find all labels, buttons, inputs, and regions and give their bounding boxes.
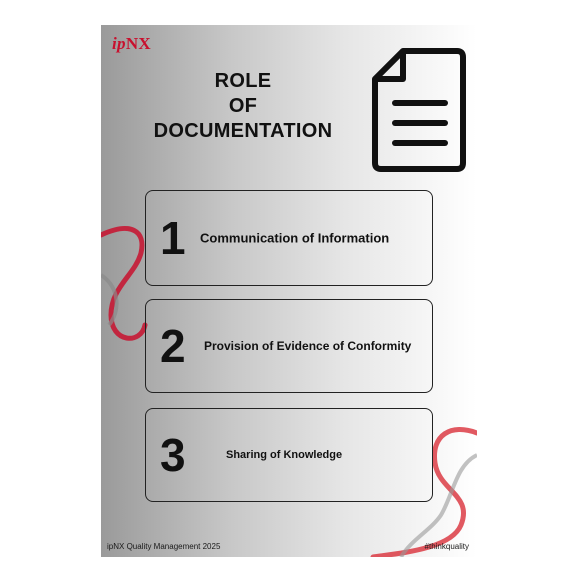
title-line-2: OF xyxy=(228,95,258,117)
role-label-2: Provision of Evidence of Conformity xyxy=(204,339,412,353)
footer-credit: ipNX Quality Management 2025 xyxy=(107,542,221,551)
title-line-3: DOCUMENTATION xyxy=(153,120,333,142)
role-label-1: Communication of Information xyxy=(200,230,390,246)
role-card-1: 1 Communication of Information xyxy=(145,190,433,286)
poster: ipNX ROLE OF DOCUMENTATION 1 Communicati… xyxy=(101,25,477,557)
title-line-1: ROLE xyxy=(214,70,272,92)
logo-prefix: ip xyxy=(112,34,126,53)
role-label-3: Sharing of Knowledge xyxy=(226,449,343,461)
role-number-1: 1 xyxy=(160,212,186,264)
page-title: ROLE OF DOCUMENTATION xyxy=(153,69,333,144)
decorative-ribbon xyxy=(101,226,477,557)
footer-hashtag: #thinkquality xyxy=(424,542,469,551)
document-icon xyxy=(372,48,466,172)
role-card-2: 2 Provision of Evidence of Conformity xyxy=(145,299,433,393)
role-number-3: 3 xyxy=(160,429,186,481)
role-number-2: 2 xyxy=(160,320,186,372)
brand-logo: ipNX xyxy=(112,34,151,54)
role-card-3: 3 Sharing of Knowledge xyxy=(145,408,433,502)
logo-suffix: NX xyxy=(125,34,151,53)
